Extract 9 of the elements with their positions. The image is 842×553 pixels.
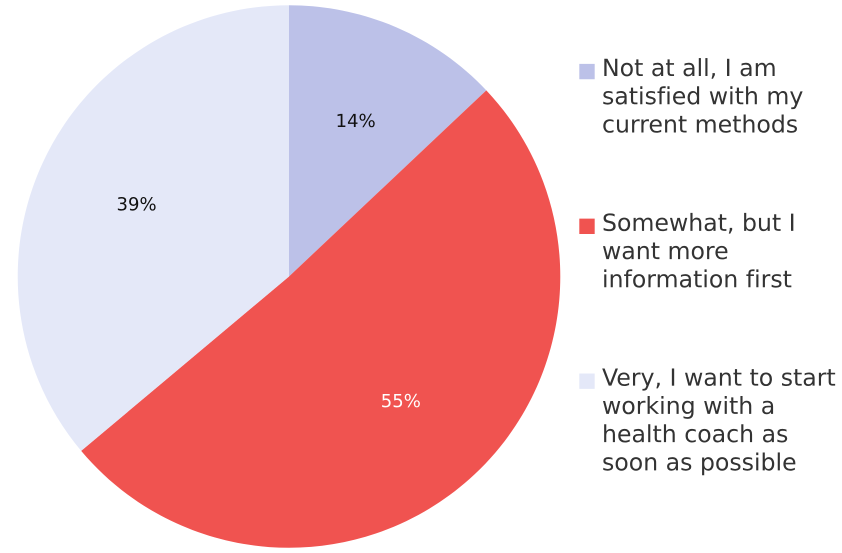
data-label: 39% [118,197,156,211]
data-label: 55% [382,394,420,408]
pie-slice [289,5,486,276]
pie-slice [18,5,289,451]
pie-slice [81,90,560,548]
legend-label: Very, I want to start working with a health coach as soon as possible [602,368,836,476]
legend-label: Somewhat, but I want more information first [602,212,794,288]
data-label: 14% [338,114,375,128]
legend-label: Not at all, I am satisfied with my current methods [603,58,803,133]
